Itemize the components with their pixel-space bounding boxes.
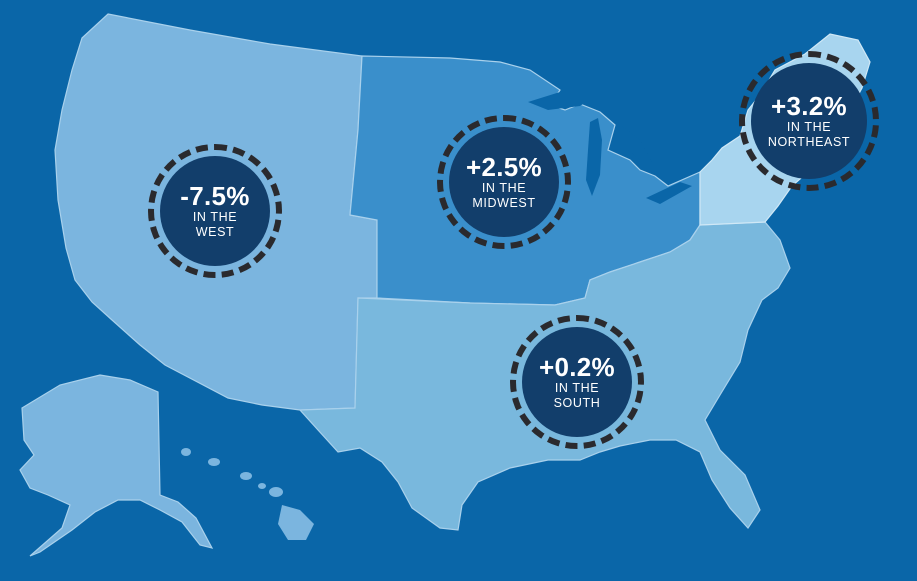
hawaii-islands: [181, 448, 314, 540]
region-badge-midwest: +2.5% IN THE MIDWEST: [437, 115, 571, 249]
badge-dashed-ring: [510, 315, 644, 449]
region-badge-south: +0.2% IN THE SOUTH: [510, 315, 644, 449]
lake-huron-erie: [622, 126, 692, 204]
badge-dashed-ring: [739, 51, 879, 191]
lake-michigan: [586, 118, 602, 196]
region-badge-west: -7.5% IN THE WEST: [148, 144, 282, 278]
region-badge-northeast: +3.2% IN THE NORTHEAST: [739, 51, 879, 191]
badge-dashed-ring: [437, 115, 571, 249]
alaska-shape: [19, 374, 214, 557]
lake-superior: [528, 92, 595, 110]
badge-dashed-ring: [148, 144, 282, 278]
